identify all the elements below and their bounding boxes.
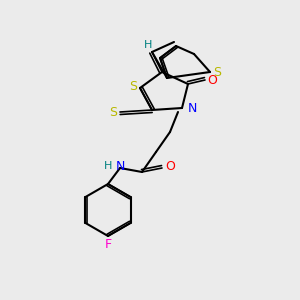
Text: H: H (144, 40, 152, 50)
Text: F: F (104, 238, 112, 250)
Text: O: O (165, 160, 175, 172)
Text: O: O (207, 74, 217, 86)
Text: N: N (188, 101, 197, 115)
Text: H: H (103, 161, 112, 171)
Text: S: S (109, 106, 117, 118)
Text: N: N (115, 160, 125, 172)
Text: S: S (129, 80, 137, 92)
Text: S: S (213, 65, 221, 79)
